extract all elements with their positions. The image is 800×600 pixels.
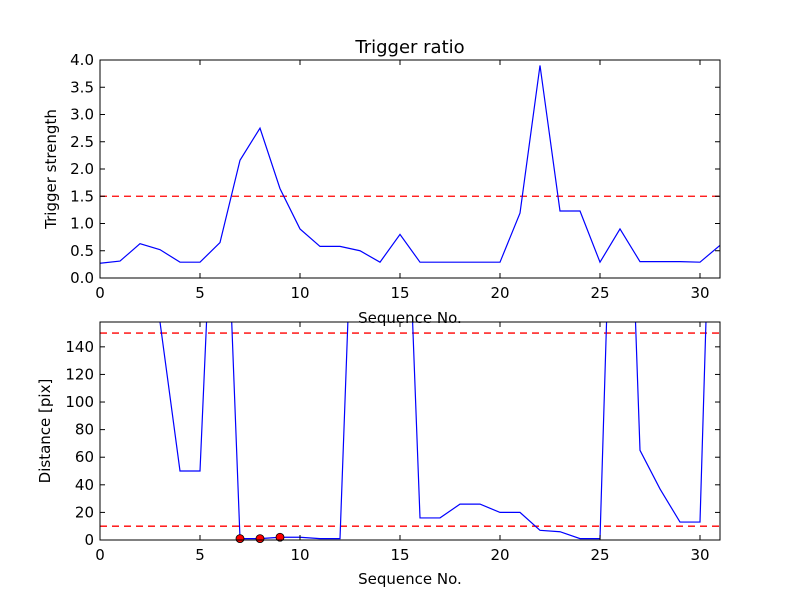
- y-tick-label: 4.0: [70, 51, 94, 69]
- y-tick-label: 140: [65, 338, 94, 356]
- y-tick-label: 100: [65, 393, 94, 411]
- y-axis-label: Distance [pix]: [36, 379, 54, 484]
- y-tick-label: 3.0: [70, 106, 94, 124]
- y-tick-label: 40: [75, 476, 94, 494]
- x-axis-ticks: 0 5 10 15 20 25 30: [95, 60, 710, 302]
- series-line-0: [159, 322, 707, 540]
- trigger-marker: [275, 532, 285, 542]
- distance-chart: 0 5 10 15 20 25 30 0 20 40 60 80 100 120 140 Sequence…: [36, 321, 721, 588]
- y-tick-label: 2.0: [70, 160, 94, 178]
- y-axis-ticks: 0 20 40 60 80 100 120 140: [65, 338, 720, 549]
- x-tick-label: 15: [390, 284, 409, 302]
- x-tick-label: 30: [690, 284, 709, 302]
- chart-title: Trigger ratio: [354, 37, 464, 58]
- series-lines: [159, 322, 707, 540]
- x-tick-label: 25: [590, 546, 609, 564]
- x-axis-label: Sequence No.: [358, 309, 462, 327]
- x-tick-label: 0: [95, 284, 105, 302]
- x-tick-label: 5: [195, 284, 205, 302]
- y-tick-label: 20: [75, 503, 94, 521]
- x-axis-label: Sequence No.: [358, 570, 462, 588]
- trigger-marker: [255, 534, 265, 544]
- x-tick-label: 0: [95, 546, 105, 564]
- x-tick-label: 20: [490, 284, 509, 302]
- y-axis-ticks: 0.0 0.5 1.0 1.5 2.0 2.5 3.0 3.5 4.0: [70, 51, 720, 287]
- y-tick-label: 0.0: [70, 269, 94, 287]
- y-tick-label: 1.0: [70, 215, 94, 233]
- series-lines: [100, 65, 720, 264]
- y-axis-label: Trigger strength: [42, 109, 60, 230]
- series-line-0: [100, 65, 720, 264]
- x-tick-label: 10: [290, 546, 309, 564]
- x-tick-label: 30: [690, 546, 709, 564]
- y-tick-label: 80: [75, 421, 94, 439]
- x-tick-label: 15: [390, 546, 409, 564]
- plot-frame: [99, 321, 721, 541]
- y-tick-label: 60: [75, 448, 94, 466]
- y-tick-label: 3.5: [70, 78, 94, 96]
- x-tick-label: 5: [195, 546, 205, 564]
- y-tick-label: 0: [84, 531, 94, 549]
- x-tick-label: 20: [490, 546, 509, 564]
- trigger-markers: [235, 532, 285, 544]
- x-tick-label: 25: [590, 284, 609, 302]
- trigger-marker: [235, 534, 245, 544]
- y-tick-label: 120: [65, 365, 94, 383]
- y-tick-label: 2.5: [70, 133, 94, 151]
- x-axis-ticks: 0 5 10 15 20 25 30: [95, 322, 710, 564]
- y-tick-label: 1.5: [70, 187, 94, 205]
- y-tick-label: 0.5: [70, 242, 94, 260]
- x-tick-label: 10: [290, 284, 309, 302]
- threshold-lines: [100, 332, 720, 527]
